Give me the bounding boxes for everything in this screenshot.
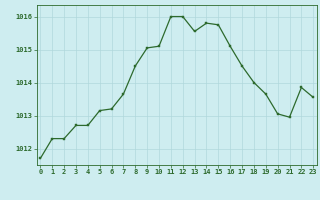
Text: Graphe pression niveau de la mer (hPa): Graphe pression niveau de la mer (hPa) xyxy=(60,182,260,191)
